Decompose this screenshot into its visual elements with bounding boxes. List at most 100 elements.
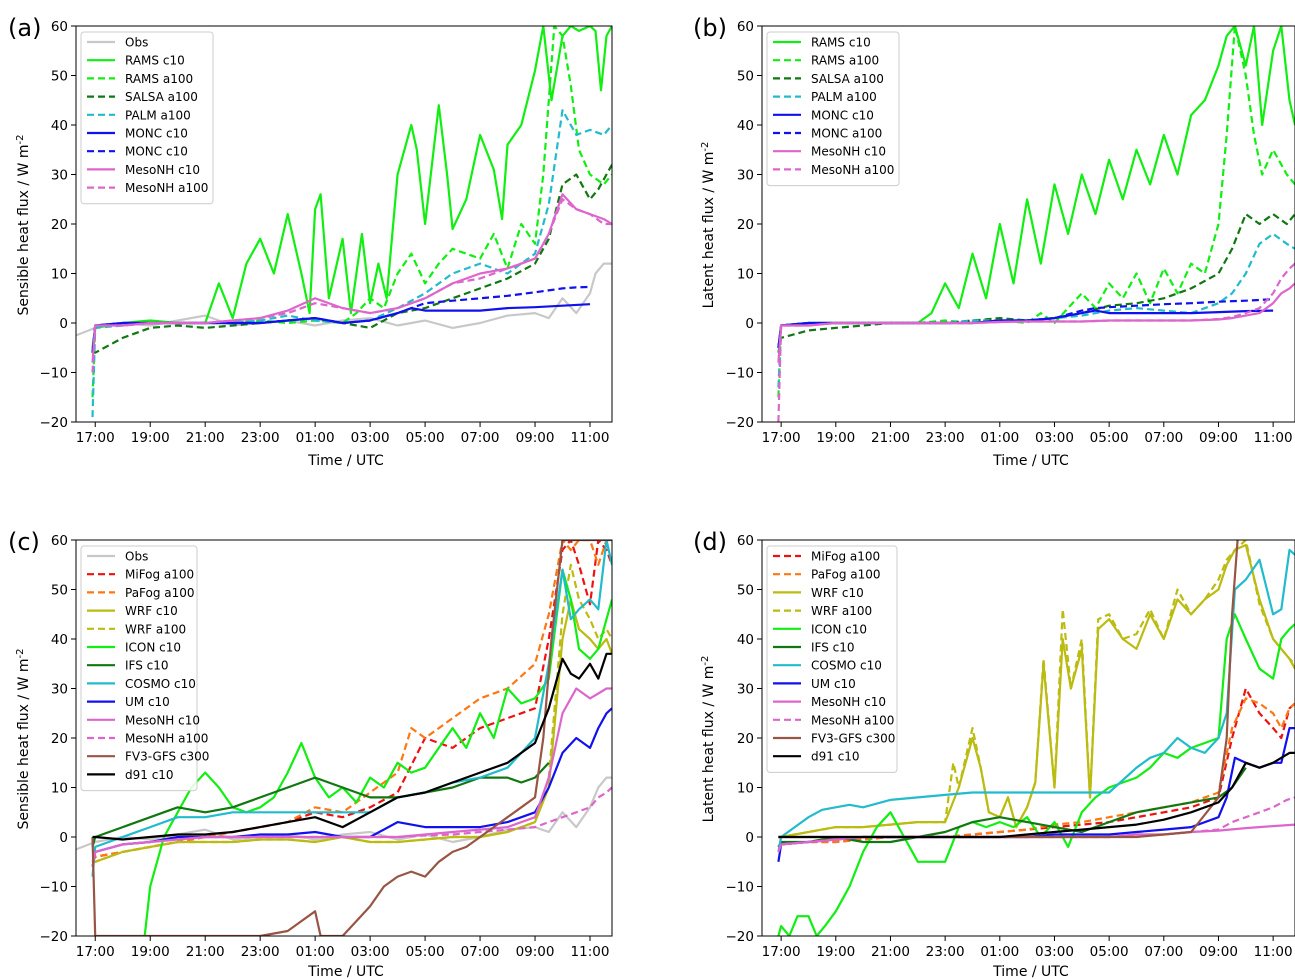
chart0-legend-label: Obs <box>125 36 148 50</box>
chart0-ytick-label: 0 <box>59 316 68 332</box>
chart0-ytick-label: 60 <box>51 19 68 35</box>
chart3-ytick-label: 50 <box>737 583 754 599</box>
panel-c-ylabel: Sensible heat flux / W m-2 <box>15 649 32 830</box>
panel-b-xlabel: Time / UTC <box>992 453 1069 469</box>
chart0-ytick-label: 10 <box>51 267 68 283</box>
chart3-ytick-label: −10 <box>726 880 755 896</box>
chart2-xtick-label: 21:00 <box>186 944 225 960</box>
chart2-xtick-label: 11:00 <box>571 944 610 960</box>
chart2-legend-label: MesoNH a100 <box>125 732 208 746</box>
chart2-legend-label: PaFog a100 <box>125 586 195 600</box>
panel-d-ylabel: Latent heat flux / W m-2 <box>700 656 717 823</box>
chart1-legend-label: SALSA a100 <box>811 72 884 86</box>
chart0-xtick-label: 11:00 <box>571 430 610 446</box>
panel-a-letter: (a) <box>8 14 41 42</box>
panel-d-ylabel-text: Latent heat flux / W m <box>701 666 717 823</box>
panel-d-xlabel: Time / UTC <box>992 964 1069 979</box>
chart2-series-line-8 <box>91 707 612 867</box>
panel-a-xlabel: Time / UTC <box>307 453 384 469</box>
chart2-series-line-11 <box>91 540 612 936</box>
chart3-legend-label: WRF c10 <box>811 586 864 600</box>
panel-c-plot: 17:00 19:00 21:00 23:00 01:00 03:00 05:00 07:00… <box>40 533 613 960</box>
chart3-ytick-label: 60 <box>737 533 754 549</box>
chart1-legend-label: RAMS a100 <box>811 54 879 68</box>
chart1-ytick-label: −20 <box>726 415 755 431</box>
chart0-xtick-label: 09:00 <box>516 430 555 446</box>
chart1-xtick-label: 23:00 <box>926 430 965 446</box>
chart3-xtick-label: 05:00 <box>1090 944 1129 960</box>
chart1-series-line-0 <box>777 26 1295 348</box>
panel-a-plot: 17:00 19:00 21:00 23:00 01:00 03:00 05:00 07:00… <box>40 19 613 446</box>
chart1-ytick-label: 40 <box>737 118 754 134</box>
chart1-ytick-label: 60 <box>737 19 754 35</box>
chart3-series-line-0 <box>777 687 1295 848</box>
panel-d: (d) 17:00 19:00 21:00 23:00 01:00 03:00 05:00 0… <box>693 528 1295 979</box>
panel-d-letter: (d) <box>693 528 727 556</box>
chart2-series-line-2 <box>91 540 612 863</box>
chart1-legend-label: MesoNH a100 <box>811 163 894 177</box>
chart1-ytick-label: 20 <box>737 217 754 233</box>
chart3-legend-label: FV3-GFS c300 <box>811 732 895 746</box>
chart3-xtick-label: 23:00 <box>926 944 965 960</box>
chart1-xtick-label: 05:00 <box>1090 430 1129 446</box>
chart0-ytick-label: 40 <box>51 118 68 134</box>
chart3-xtick-label: 01:00 <box>980 944 1019 960</box>
chart2-legend-label: d91 c10 <box>125 768 174 782</box>
chart3-xtick-label: 17:00 <box>762 944 801 960</box>
chart3-xtick-label: 07:00 <box>1144 944 1183 960</box>
chart1-xtick-label: 09:00 <box>1199 430 1238 446</box>
chart1-series-group <box>777 26 1295 422</box>
chart3-legend: MiFog a100 PaFog a100 WRF c10 WRF a100 ICON … <box>766 545 898 773</box>
chart2-ytick-label: 20 <box>51 731 68 747</box>
chart2-xtick-label: 03:00 <box>351 944 390 960</box>
chart0-legend-label: RAMS c10 <box>125 54 185 68</box>
chart2-legend-label: FV3-GFS c300 <box>125 750 209 764</box>
panel-c-ylabel-text: Sensible heat flux / W m <box>16 659 32 830</box>
panel-b: (b) 17:00 19:00 21:00 23:00 01:00 03:00 05:00 0… <box>693 14 1295 469</box>
chart1-legend-box <box>766 31 900 187</box>
chart3-legend-label: MesoNH a100 <box>811 713 894 727</box>
chart1-ytick-label: 50 <box>737 69 754 85</box>
chart3-xtick-label: 11:00 <box>1254 944 1293 960</box>
chart1-series-line-2 <box>777 213 1295 353</box>
chart0-series-line-0 <box>76 262 612 337</box>
chart3-ytick-label: 40 <box>737 632 754 648</box>
panel-b-ylabel-text: Latent heat flux / W m <box>701 152 717 309</box>
chart3-legend-label: ICON c10 <box>811 622 867 636</box>
chart0-series-line-6 <box>91 285 591 353</box>
chart2-legend-label: ICON c10 <box>125 641 181 655</box>
chart0-legend-label: RAMS a100 <box>125 72 193 86</box>
chart1-ytick-label: 30 <box>737 168 754 184</box>
chart2-xtick-label: 05:00 <box>406 944 445 960</box>
chart3-legend-label: WRF a100 <box>811 604 872 618</box>
chart2-legend-label: COSMO c10 <box>125 677 196 691</box>
chart3-ytick-label: 30 <box>737 682 754 698</box>
chart2-ytick-label: −10 <box>40 880 69 896</box>
panel-d-ylabel-sup: -2 <box>700 656 711 666</box>
chart3-legend-label: COSMO c10 <box>811 659 882 673</box>
chart0-ytick-label: −10 <box>40 366 69 382</box>
chart3-series-group <box>777 540 1295 936</box>
chart0-legend-label: MONC c10 <box>125 127 188 141</box>
chart1-ytick-label: 0 <box>745 316 754 332</box>
chart1-legend-label: MesoNH c10 <box>811 145 886 159</box>
chart1-xtick-label: 01:00 <box>980 430 1019 446</box>
panel-b-letter: (b) <box>693 14 727 42</box>
panel-c-xlabel: Time / UTC <box>307 964 384 979</box>
chart3-xtick-label: 19:00 <box>816 944 855 960</box>
chart3-legend-label: IFS c10 <box>811 641 855 655</box>
chart0-legend-label: MesoNH c10 <box>125 163 200 177</box>
chart3-series-line-4 <box>777 613 1295 936</box>
chart2-legend-label: UM c10 <box>125 695 170 709</box>
chart1-xtick-label: 07:00 <box>1144 430 1183 446</box>
chart2-series-line-12 <box>92 652 612 841</box>
chart0-xtick-label: 17:00 <box>76 430 115 446</box>
chart2-series-line-10 <box>91 786 612 867</box>
chart2-legend-label: WRF a100 <box>125 622 186 636</box>
chart2-ytick-label: 10 <box>51 781 68 797</box>
chart0-xtick-label: 23:00 <box>241 430 280 446</box>
panel-c-letter: (c) <box>8 528 40 556</box>
chart2-legend: Obs MiFog a100 PaFog a100 WRF c10 WRF a100 IC… <box>80 545 209 792</box>
chart3-xtick-label: 09:00 <box>1199 944 1238 960</box>
chart3-legend-label: MesoNH c10 <box>811 695 886 709</box>
